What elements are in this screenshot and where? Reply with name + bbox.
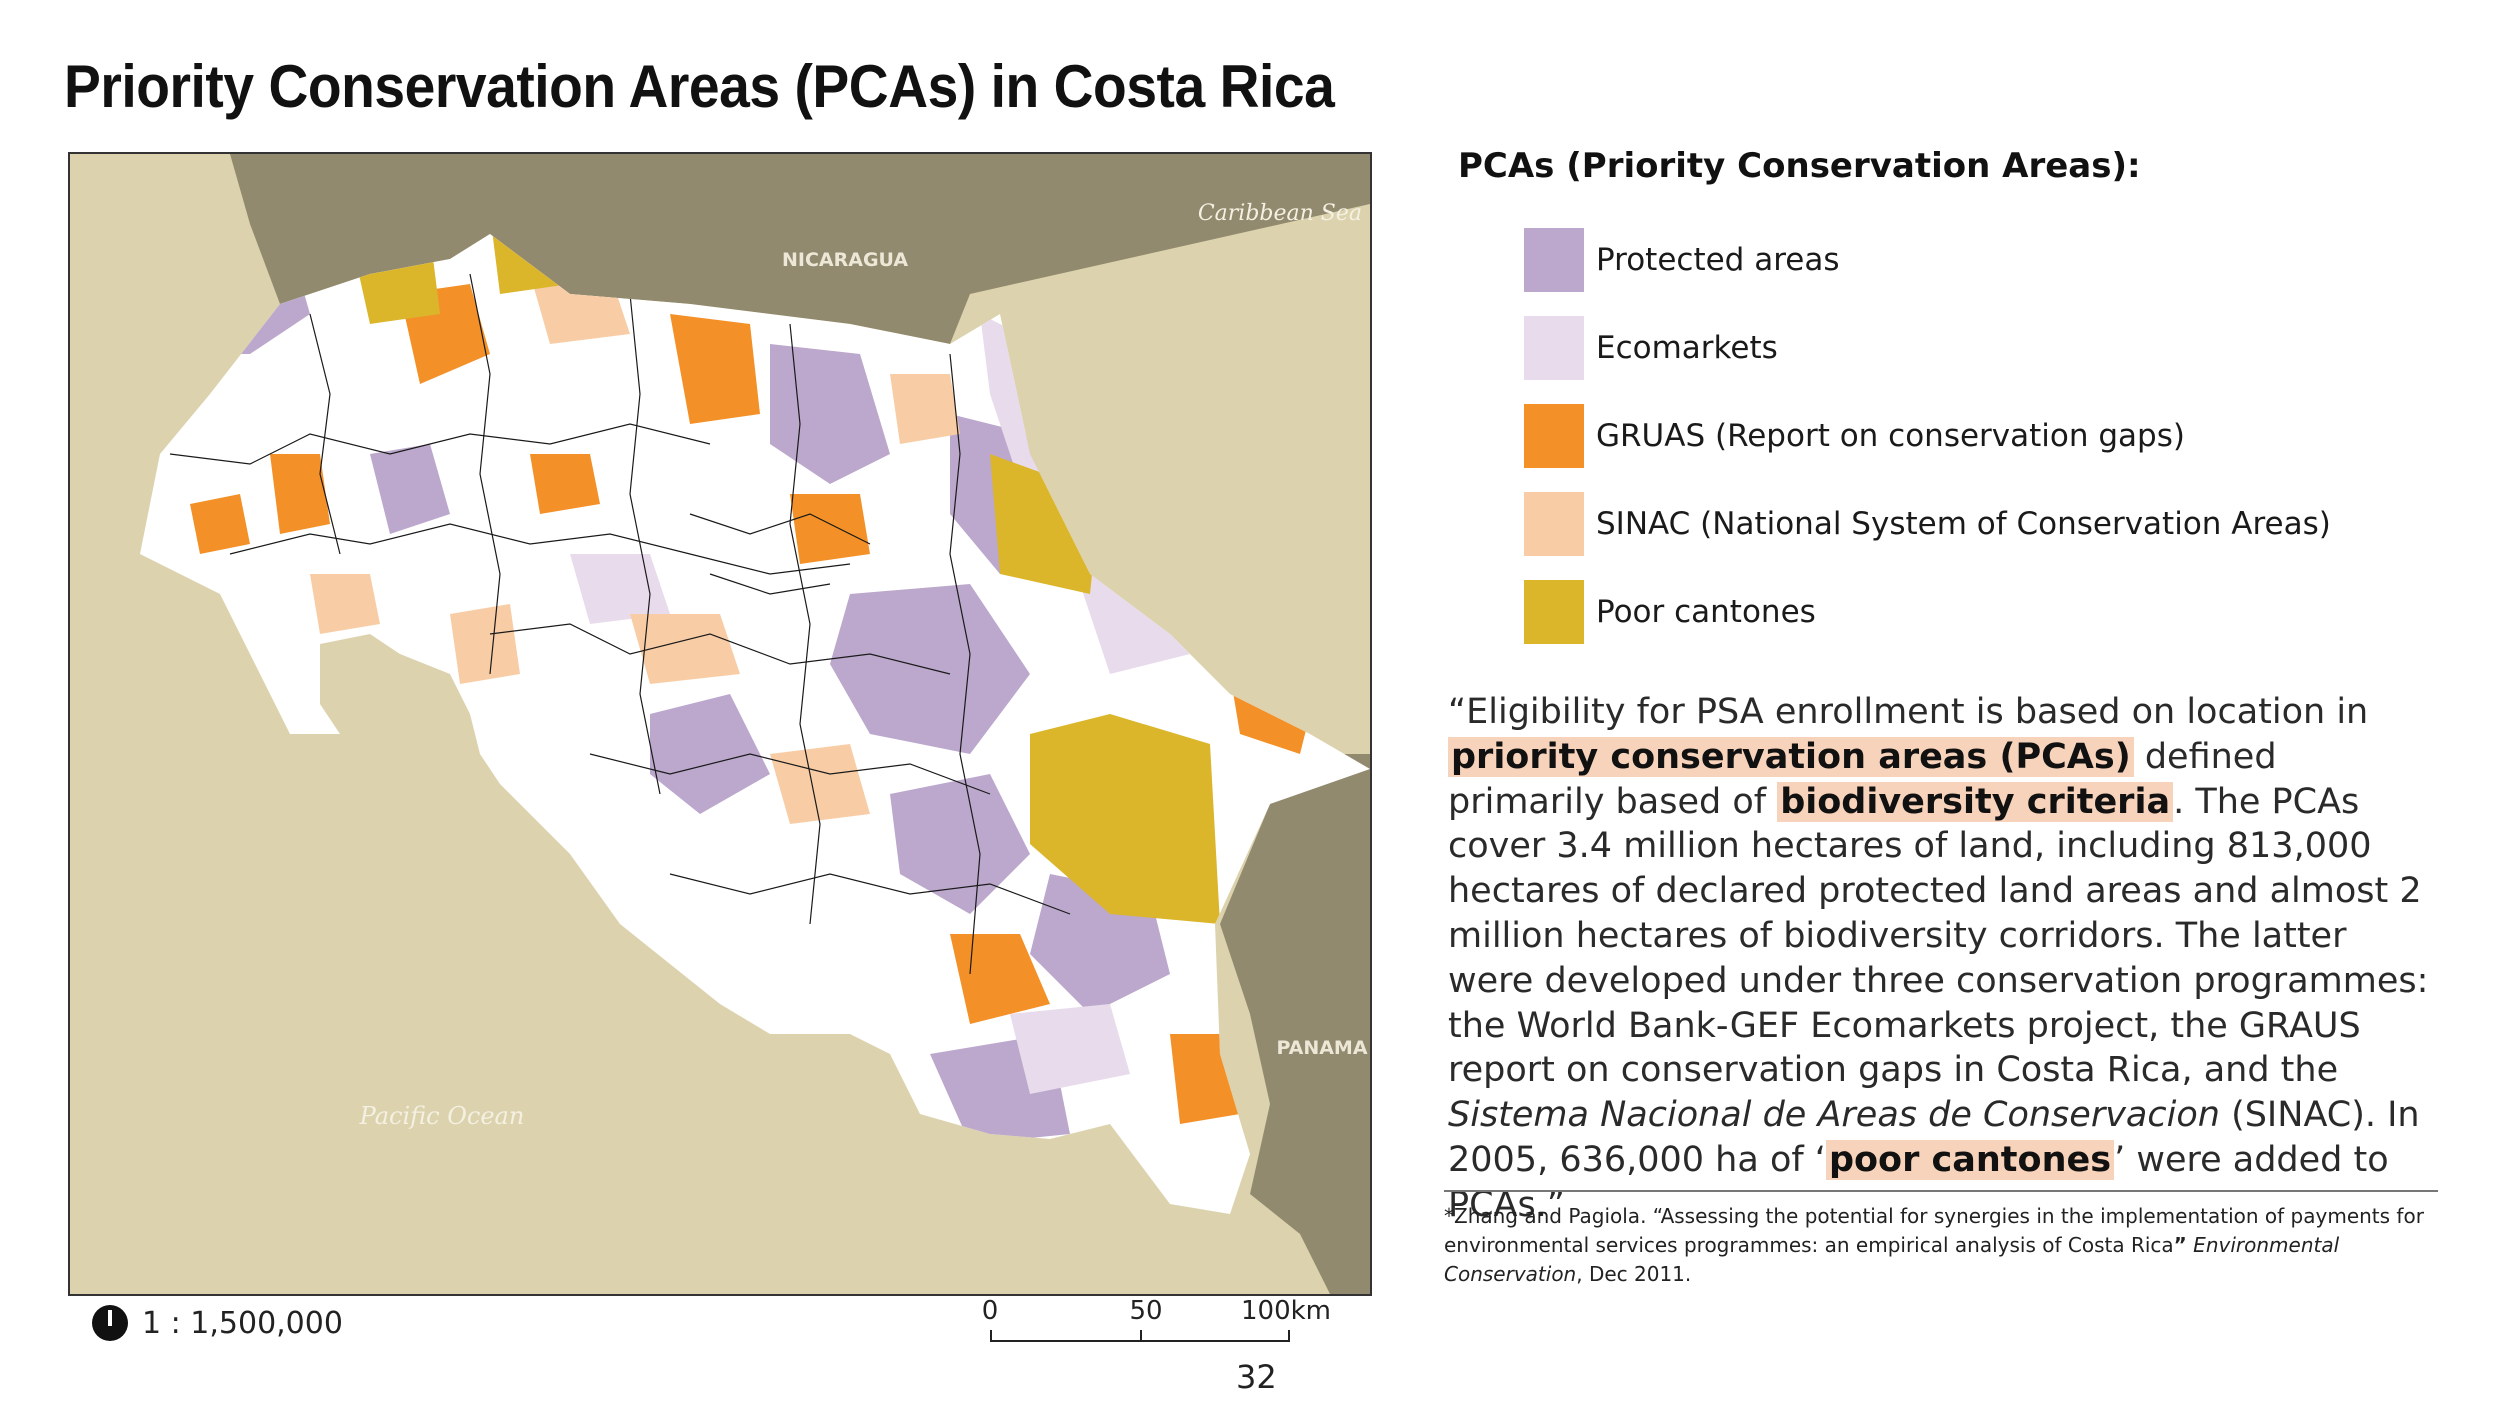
quote-text: defined primarily based of: [1448, 736, 2277, 822]
gruas-area: [670, 314, 760, 424]
citation-quote-mark: ”: [2173, 1233, 2187, 1257]
scale-tick-0: 0: [981, 1296, 999, 1326]
gruas-area: [190, 494, 250, 554]
legend-swatch: [1524, 580, 1584, 644]
protected-area: [890, 774, 1030, 914]
legend-label: Poor cantones: [1596, 594, 1816, 630]
page-title: Priority Conservation Areas (PCAs) in Co…: [64, 53, 1335, 120]
map-scale-ratio: 1 : 1,500,000: [92, 1305, 343, 1341]
gruas-area: [270, 454, 330, 534]
pca-regions: [140, 234, 1310, 1144]
legend-item-gruas: GRUAS (Report on conservation gaps): [1524, 404, 2331, 468]
gruas-area: [950, 934, 1050, 1024]
pca-quote: “Eligibility for PSA enrollment is based…: [1448, 690, 2438, 1228]
poor-cantones-area: [1030, 714, 1220, 924]
legend-swatch: [1524, 404, 1584, 468]
citation-divider: [1444, 1190, 2438, 1192]
scale-bar-tick: [1288, 1330, 1290, 1342]
costa-rica-pca-map: NICARAGUA Caribbean Sea PANAMA Pacific O…: [68, 152, 1372, 1296]
legend-title: PCAs (Priority Conservation Areas):: [1458, 146, 2141, 186]
citation-date: , Dec 2011.: [1576, 1262, 1692, 1286]
quote-text: . The PCAs cover 3.4 million hectares of…: [1448, 781, 2429, 1091]
canton-boundaries: [169, 273, 1071, 975]
legend-item-ecomarkets: Ecomarkets: [1524, 316, 2331, 380]
caribbean-sea-label: Caribbean Sea: [1198, 201, 1362, 226]
sinac-area: [450, 604, 520, 684]
scale-ratio-text: 1 : 1,500,000: [142, 1305, 343, 1341]
legend-swatch: [1524, 316, 1584, 380]
sinac-area: [310, 574, 380, 634]
panama-land: [1220, 754, 1370, 1294]
nicaragua-label: NICARAGUA: [782, 249, 908, 271]
legend-label: SINAC (National System of Conservation A…: [1596, 506, 2331, 542]
scale-bar: 0 50 100km: [980, 1296, 1331, 1348]
sinac-area: [630, 614, 740, 684]
panama-label: PANAMA: [1276, 1037, 1367, 1059]
quote-text: (SINAC). In 2005, 636,000 ha of ‘: [1448, 1095, 2420, 1180]
ecomarkets-area: [1010, 1004, 1130, 1094]
quote-italic: Sistema Nacional de Areas de Conservacio…: [1448, 1095, 2220, 1136]
sinac-area: [770, 744, 870, 824]
protected-area: [370, 444, 450, 534]
page-number: 32: [1236, 1358, 1277, 1396]
scale-bar-tick: [990, 1330, 992, 1342]
legend-item-sinac: SINAC (National System of Conservation A…: [1524, 492, 2331, 556]
quote-highlight: biodiversity criteria: [1777, 781, 2174, 822]
citation-journal: Environmental Conservation: [1444, 1233, 2340, 1286]
quote-text: “Eligibility for PSA enrollment is based…: [1448, 692, 2369, 732]
gruas-area: [530, 454, 600, 514]
protected-area: [650, 694, 770, 814]
legend-item-poor-cantones: Poor cantones: [1524, 580, 2331, 644]
pacific-ocean-label: Pacific Ocean: [359, 1102, 525, 1130]
map-legend: Protected areas Ecomarkets GRUAS (Report…: [1524, 228, 2331, 668]
sinac-area: [890, 374, 960, 444]
legend-label: Ecomarkets: [1596, 330, 1778, 366]
legend-item-protected: Protected areas: [1524, 228, 2331, 292]
legend-swatch: [1524, 492, 1584, 556]
nicaragua-land: [230, 154, 1370, 344]
quote-highlight: priority conservation areas (PCAs): [1448, 736, 2134, 777]
scale-tick-100km: 100km: [1240, 1296, 1332, 1326]
quote-highlight: poor cantones: [1825, 1139, 2115, 1180]
citation: *Zhang and Pagiola. “Assessing the poten…: [1444, 1202, 2454, 1289]
north-arrow-icon: [92, 1305, 128, 1341]
scale-tick-50: 50: [1129, 1296, 1163, 1326]
scale-bar-tick: [1140, 1330, 1142, 1342]
protected-area: [770, 344, 890, 484]
map-svg: NICARAGUA Caribbean Sea PANAMA Pacific O…: [70, 154, 1370, 1294]
legend-label: GRUAS (Report on conservation gaps): [1596, 418, 2185, 454]
legend-label: Protected areas: [1596, 242, 1840, 278]
gruas-area: [790, 494, 870, 564]
legend-swatch: [1524, 228, 1584, 292]
citation-text: *Zhang and Pagiola. “Assessing the poten…: [1444, 1204, 2424, 1257]
